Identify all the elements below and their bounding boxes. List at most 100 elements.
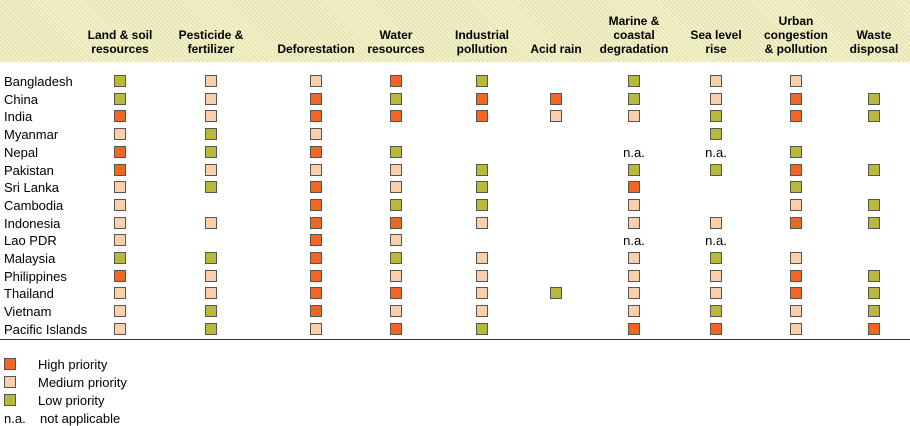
priority-cell-medium — [114, 322, 126, 335]
priority-cell-medium — [205, 110, 217, 123]
priority-cell-low — [476, 75, 488, 87]
priority-cell-high — [114, 269, 126, 282]
priority-cell-high — [114, 163, 126, 176]
priority-cell-high — [790, 287, 802, 300]
priority-cell-medium — [114, 287, 126, 300]
row-label: Nepal — [4, 144, 38, 160]
priority-cell-high — [710, 322, 722, 335]
priority-cell-low — [868, 163, 880, 176]
priority-cell-high — [390, 287, 402, 300]
priority-cell-medium — [710, 92, 722, 105]
priority-cell-low — [114, 92, 126, 105]
priority-cell-medium — [550, 110, 562, 123]
priority-cell-medium — [114, 181, 126, 194]
priority-cell-medium — [114, 234, 126, 247]
row-label: Thailand — [4, 286, 54, 302]
priority-cell-medium — [310, 322, 322, 335]
column-header: Water resources — [367, 28, 425, 56]
priority-cell-medium — [790, 75, 802, 87]
priority-cell-medium — [390, 163, 402, 176]
priority-cell-high — [114, 145, 126, 158]
priority-cell-high — [310, 252, 322, 264]
priority-cell-low — [868, 110, 880, 123]
priority-cell-high — [310, 269, 322, 282]
column-header: Marine & coastal degradation — [599, 14, 669, 56]
row-label: China — [4, 91, 38, 107]
header-band — [0, 0, 910, 62]
priority-cell-high — [790, 163, 802, 176]
not-applicable-mark: n.a. — [705, 144, 727, 160]
priority-cell-low — [205, 145, 217, 158]
column-header: Sea level rise — [690, 28, 742, 56]
column-header: Industrial pollution — [454, 28, 509, 56]
priority-cell-low — [390, 92, 402, 105]
not-applicable-mark: n.a. — [705, 233, 727, 249]
priority-cell-medium — [628, 305, 640, 318]
priority-cell-low — [790, 181, 802, 194]
priority-cell-medium — [310, 163, 322, 176]
row-label: Pakistan — [4, 162, 54, 178]
priority-cell-medium — [390, 181, 402, 194]
row-label: Bangladesh — [4, 74, 73, 89]
priority-cell-medium — [310, 75, 322, 87]
priority-cell-low — [710, 110, 722, 123]
priority-cell-high — [476, 92, 488, 105]
priority-cell-high — [628, 322, 640, 335]
priority-cell-low — [710, 163, 722, 176]
priority-cell-low — [628, 92, 640, 105]
priority-cell-low — [628, 75, 640, 87]
priority-cell-low — [114, 75, 126, 87]
priority-cell-low — [550, 287, 562, 300]
priority-cell-medium — [476, 287, 488, 300]
not-applicable-mark: n.a. — [623, 144, 645, 160]
column-header: Deforestation — [277, 42, 355, 56]
priority-cell-medium — [790, 198, 802, 211]
priority-cell-medium — [790, 305, 802, 318]
priority-cell-low — [710, 305, 722, 318]
legend-label: Low priority — [38, 393, 105, 408]
column-header: Urban congestion & pollution — [763, 14, 828, 56]
row-label: Sri Lanka — [4, 180, 59, 196]
column-header: Pesticide & fertilizer — [178, 28, 244, 56]
priority-cell-high — [310, 110, 322, 123]
priority-cell-high — [790, 110, 802, 123]
priority-cell-medium — [710, 216, 722, 229]
priority-cell-medium — [628, 252, 640, 264]
priority-cell-medium — [205, 75, 217, 87]
priority-cell-medium — [790, 322, 802, 335]
priority-cell-medium — [114, 128, 126, 141]
priority-cell-medium — [710, 269, 722, 282]
priority-cell-medium — [476, 216, 488, 229]
priority-cell-low — [868, 216, 880, 229]
priority-cell-high — [628, 181, 640, 194]
priority-cell-high — [310, 234, 322, 247]
legend-na-symbol: n.a. — [4, 411, 26, 426]
row-label: India — [4, 109, 33, 125]
priority-cell-high — [310, 92, 322, 105]
priority-cell-low — [710, 252, 722, 264]
priority-cell-high — [476, 110, 488, 123]
priority-cell-high — [790, 216, 802, 229]
priority-cell-high — [390, 216, 402, 229]
priority-cell-low — [868, 92, 880, 105]
row-label: Malaysia — [4, 251, 56, 266]
priority-cell-medium — [476, 305, 488, 318]
priority-cell-low — [390, 145, 402, 158]
legend-swatch — [4, 394, 16, 406]
priority-cell-medium — [205, 163, 217, 176]
priority-cell-low — [868, 305, 880, 318]
priority-cell-low — [476, 181, 488, 194]
priority-cell-medium — [628, 198, 640, 211]
priority-cell-low — [476, 198, 488, 211]
priority-cell-high — [390, 110, 402, 123]
row-label: Philippines — [4, 268, 67, 284]
priority-cell-high — [868, 322, 880, 335]
priority-cell-medium — [114, 198, 126, 211]
priority-cell-high — [390, 75, 402, 87]
legend-label: High priority — [38, 357, 108, 372]
priority-cell-medium — [476, 252, 488, 264]
priority-cell-high — [310, 305, 322, 318]
priority-cell-medium — [205, 287, 217, 300]
priority-cell-medium — [390, 269, 402, 282]
priority-cell-high — [790, 269, 802, 282]
